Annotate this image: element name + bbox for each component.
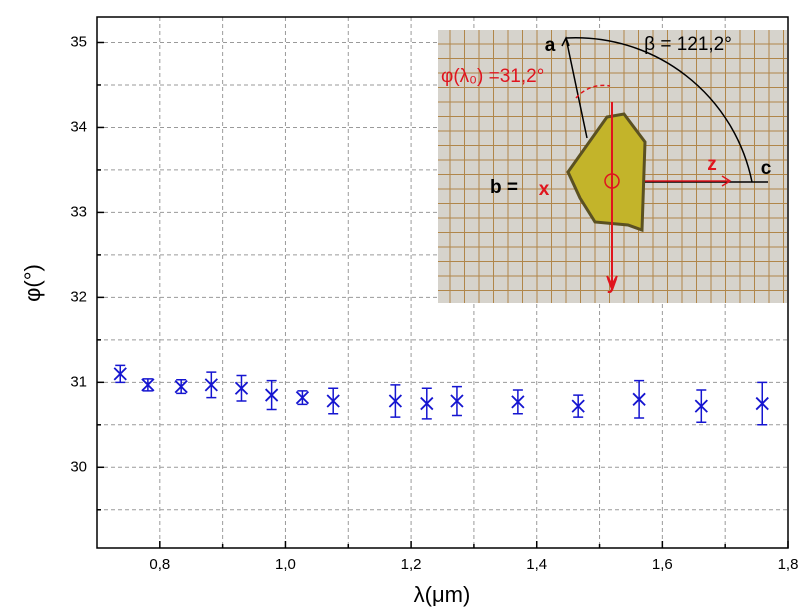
y-axis-arrow — [606, 102, 618, 288]
data-point — [295, 390, 310, 405]
x-tick-label: 1,2 — [401, 556, 422, 573]
data-point — [755, 396, 769, 411]
data-point — [388, 394, 403, 408]
data-point — [571, 399, 585, 413]
y-tick-label: 34 — [70, 118, 87, 135]
y-tick-label: 32 — [70, 288, 87, 305]
y-tick-label: 31 — [70, 373, 87, 390]
data-point — [264, 388, 279, 402]
beta-arc — [565, 37, 753, 183]
annotation: β = 121,2° — [644, 34, 732, 55]
data-point — [326, 394, 340, 408]
x-tick-label: 1,8 — [778, 556, 799, 573]
x-tick-label: 1,6 — [652, 556, 673, 573]
origin-marker — [604, 173, 620, 189]
data-point — [204, 378, 218, 392]
annotation: c — [761, 158, 772, 179]
y-tick-label: 35 — [70, 33, 87, 50]
y-axis-title: φ(°) — [20, 264, 45, 302]
annotation: a — [545, 35, 556, 56]
crystal — [566, 112, 647, 233]
y-tick-label: 33 — [70, 203, 87, 220]
x-axis-title: λ(μm) — [414, 582, 471, 607]
data-point — [420, 396, 434, 411]
x-tick-label: 1,0 — [275, 556, 296, 573]
z-axis-arrow — [645, 175, 732, 187]
data-point — [511, 395, 525, 409]
annotation: x — [539, 179, 550, 200]
data-point — [113, 367, 127, 381]
data-point — [234, 381, 249, 395]
data-point — [450, 394, 464, 408]
data-point — [174, 379, 188, 394]
annotation: b = — [490, 177, 518, 198]
data-point — [694, 399, 708, 413]
a-axis-arrow — [561, 36, 588, 139]
phi-arc — [575, 84, 611, 99]
x-tick-label: 1,4 — [526, 556, 547, 573]
x-tick-label: 0,8 — [149, 556, 170, 573]
inset-photo — [438, 30, 787, 303]
y-tick-label: 30 — [70, 458, 87, 475]
plot-frame — [96, 16, 789, 549]
annotation: φ(λ₀) =31,2° — [441, 66, 544, 87]
data-point — [141, 378, 155, 392]
data-point — [632, 392, 646, 406]
annotation: z — [707, 154, 717, 175]
annotation: y — [607, 273, 618, 294]
